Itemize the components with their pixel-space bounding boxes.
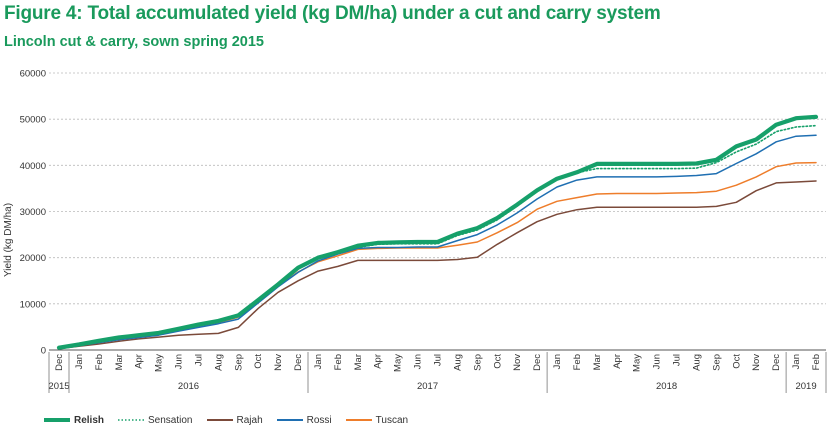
x-tick-label: Mar xyxy=(114,354,125,370)
x-tick-label: Sep xyxy=(233,354,244,371)
axes: 0 10000 20000 30000 40000 50000 60000 Dec Jan Feb… xyxy=(20,69,827,393)
legend: Relish Sensation Rajah Rossi Tuscan xyxy=(44,413,408,427)
x-tick-label: Oct xyxy=(492,354,503,369)
x-tick-label: Nov xyxy=(273,354,284,371)
legend-swatch-rossi xyxy=(276,419,303,421)
x-tick-label: Jun xyxy=(413,354,424,369)
legend-label-rossi: Rossi xyxy=(306,414,332,426)
legend-label-relish: Relish xyxy=(74,414,105,426)
year-label: 2016 xyxy=(178,381,199,392)
x-tick-label: Dec xyxy=(54,354,65,371)
y-tick-label: 40000 xyxy=(20,161,46,172)
x-tick-label: Nov xyxy=(751,354,762,371)
legend-label-rajah: Rajah xyxy=(236,414,263,426)
series-line-rossi xyxy=(58,134,817,350)
legend-swatch-rajah xyxy=(206,419,233,421)
x-tick-label: Aug xyxy=(691,354,702,371)
x-tick-label: Jun xyxy=(652,354,663,369)
legend-label-sensation: Sensation xyxy=(148,414,193,426)
x-tick-label: May xyxy=(632,354,643,372)
legend-item-rossi: Rossi xyxy=(276,414,332,426)
x-tick-label: Aug xyxy=(452,354,463,371)
x-tick-label: Jul xyxy=(433,354,444,366)
legend-swatch-sensation xyxy=(118,419,145,421)
legend-swatch-relish xyxy=(44,418,70,422)
x-tick-label: Sep xyxy=(472,354,483,371)
series-lines xyxy=(56,114,819,350)
y-tick-label: 60000 xyxy=(20,69,46,80)
x-tick-label: Jul xyxy=(672,354,683,366)
x-tick-label: Feb xyxy=(572,354,583,370)
x-tick-label: Oct xyxy=(731,354,742,369)
x-tick-label: Jul xyxy=(193,354,204,366)
x-tick-label: Jan xyxy=(313,354,324,369)
year-label: 2017 xyxy=(417,381,438,392)
x-tick-label: Dec xyxy=(771,354,782,371)
y-axis-label: Yield (kg DM/ha) xyxy=(3,203,14,277)
x-tick-label: Oct xyxy=(253,354,264,369)
legend-item-tuscan: Tuscan xyxy=(345,414,409,426)
x-tick-label: Jan xyxy=(552,354,563,369)
year-label: 2015 xyxy=(48,381,69,392)
x-tick-label: Apr xyxy=(612,354,623,369)
legend-item-rajah: Rajah xyxy=(206,414,263,426)
x-tick-label: Mar xyxy=(592,354,603,370)
x-tick-label: Mar xyxy=(353,354,364,370)
x-tick-label: May xyxy=(154,354,165,372)
series-line-relish xyxy=(56,114,819,350)
chart-title: Figure 4: Total accumulated yield (kg DM… xyxy=(4,3,661,24)
legend-item-relish: Relish xyxy=(44,415,104,426)
x-tick-label: Feb xyxy=(811,354,822,370)
x-tick-label: Dec xyxy=(532,354,543,371)
y-tick-label: 30000 xyxy=(20,207,46,218)
legend-item-sensation: Sensation xyxy=(118,414,193,426)
x-tick-label: Aug xyxy=(213,354,224,371)
y-tick-label: 50000 xyxy=(20,115,46,126)
x-tick-label: Apr xyxy=(373,354,384,369)
x-tick-label: Apr xyxy=(134,354,145,369)
series-line-sensation xyxy=(58,124,817,350)
x-tick-label: Sep xyxy=(711,354,722,371)
x-tick-label: May xyxy=(393,354,404,372)
y-tick-label: 20000 xyxy=(20,253,46,264)
x-tick-label: Nov xyxy=(512,354,523,371)
year-label: 2018 xyxy=(656,381,677,392)
series-line-rajah xyxy=(58,180,817,350)
y-tick-label: 10000 xyxy=(20,299,46,310)
x-tick-label: Dec xyxy=(293,354,304,371)
x-tick-label: Jan xyxy=(74,354,85,369)
series-line-tuscan xyxy=(58,161,817,349)
x-tick-label: Jan xyxy=(791,354,802,369)
year-label: 2019 xyxy=(795,381,816,392)
x-tick-label: Jun xyxy=(174,354,185,369)
x-tick-label: Feb xyxy=(94,354,105,370)
legend-label-tuscan: Tuscan xyxy=(375,414,409,426)
chart-subtitle: Lincoln cut & carry, sown spring 2015 xyxy=(4,34,264,50)
x-tick-label: Feb xyxy=(333,354,344,370)
gridlines xyxy=(49,72,826,305)
y-tick-label: 0 xyxy=(41,346,46,357)
legend-swatch-tuscan xyxy=(345,419,372,421)
